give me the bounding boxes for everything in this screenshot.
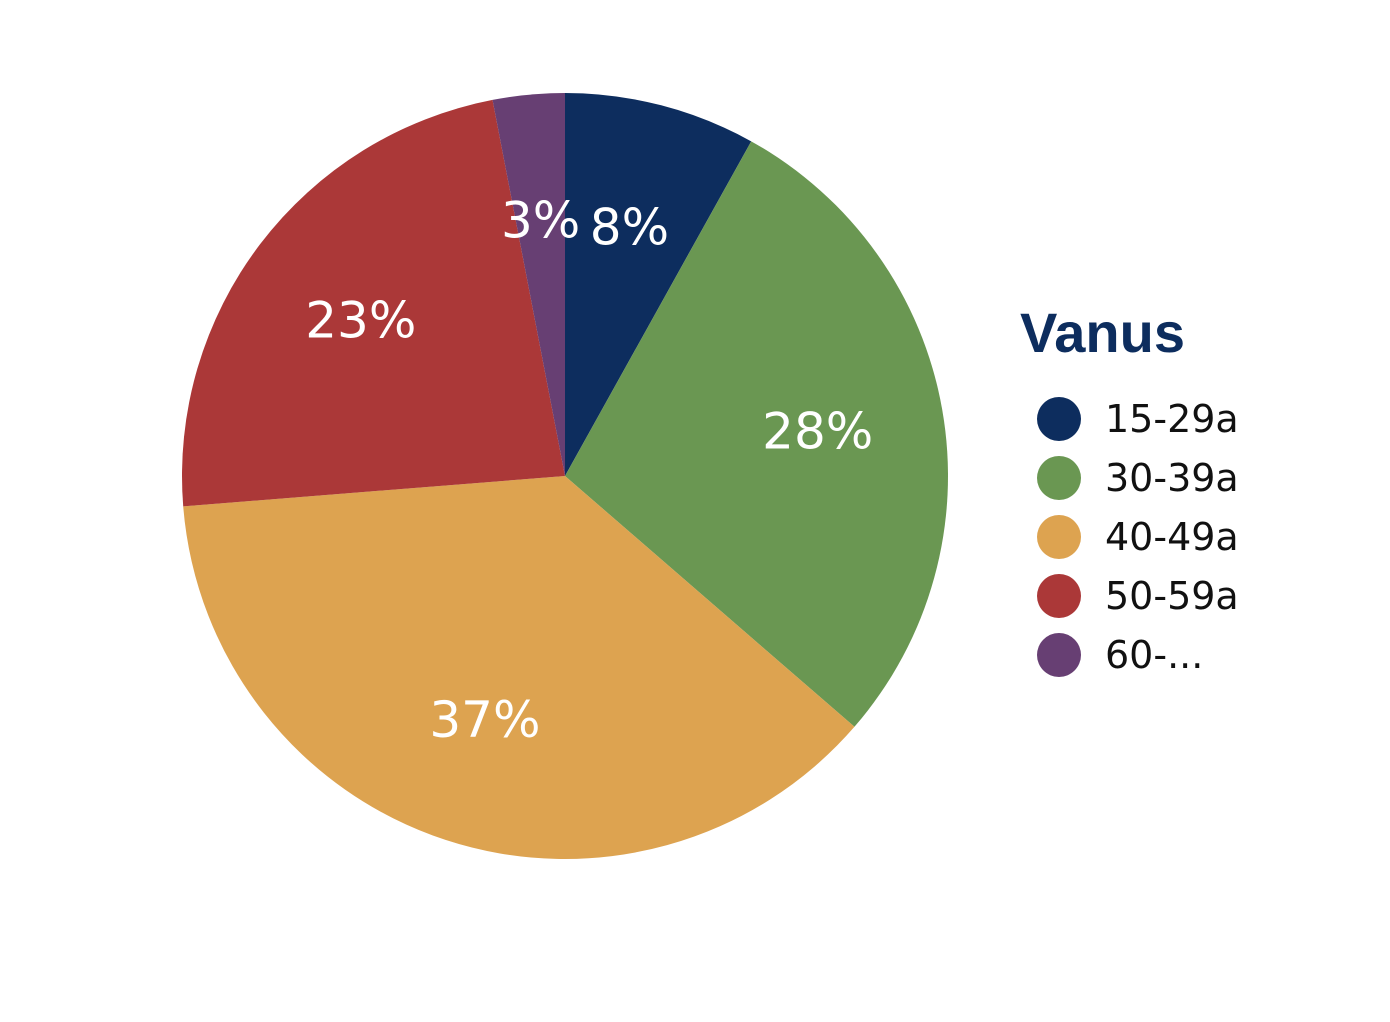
pie-slice-30-39a bbox=[565, 141, 948, 727]
legend-swatch bbox=[1037, 633, 1081, 677]
pie-slice-60-... bbox=[492, 93, 565, 476]
legend-items: 15-29a 30-39a 40-49a 50-59a 60-... bbox=[1037, 397, 1239, 677]
legend-label: 15-29a bbox=[1105, 397, 1239, 441]
legend-swatch bbox=[1037, 515, 1081, 559]
pie-slices bbox=[182, 93, 948, 859]
legend-swatch bbox=[1037, 397, 1081, 441]
slice-value-label: 3% bbox=[501, 192, 580, 250]
legend-label: 50-59a bbox=[1105, 574, 1239, 618]
slice-value-label: 37% bbox=[429, 691, 540, 749]
legend-label: 60-... bbox=[1105, 633, 1203, 677]
pie-slice-40-49a bbox=[183, 476, 855, 859]
pie-slice-50-59a bbox=[182, 99, 565, 507]
slice-value-label: 28% bbox=[762, 402, 873, 460]
pie-slice-labels: 8% 28% 37% 23% 3% bbox=[305, 192, 873, 749]
legend-label: 30-39a bbox=[1105, 456, 1239, 500]
legend: Vanus 15-29a 30-39a 40-49a 50-59a 60-... bbox=[1020, 301, 1239, 677]
legend-swatch bbox=[1037, 456, 1081, 500]
legend-title: Vanus bbox=[1020, 301, 1185, 364]
slice-value-label: 8% bbox=[590, 199, 669, 257]
pie-slice-15-29a bbox=[565, 93, 752, 476]
slice-value-label: 23% bbox=[305, 292, 416, 350]
legend-swatch bbox=[1037, 574, 1081, 618]
legend-label: 40-49a bbox=[1105, 515, 1239, 559]
